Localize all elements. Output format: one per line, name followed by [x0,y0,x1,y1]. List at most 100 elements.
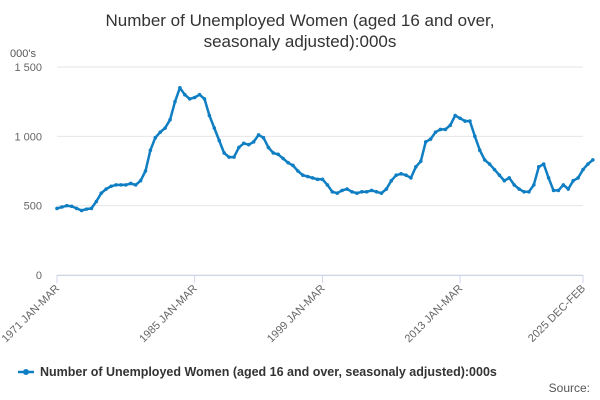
data-point [192,95,197,100]
data-point [325,183,330,187]
y-tick-label: 500 [24,201,42,213]
data-point [281,156,285,161]
data-point [355,191,359,195]
data-point [591,158,595,162]
data-point [114,183,118,187]
data-point [305,174,310,179]
data-point [581,167,585,172]
data-point [109,184,113,189]
data-point [374,190,379,194]
x-tick-label: 1985 JAN-MAR [137,283,200,346]
data-point [266,145,271,150]
data-point [187,97,192,101]
y-tick-label: 0 [36,270,42,282]
data-point [153,135,158,140]
data-point [128,181,133,186]
data-point [168,117,172,122]
data-point [94,199,99,204]
data-point [65,203,69,208]
data-point [143,169,148,173]
data-point [571,178,575,183]
data-point [84,207,89,211]
data-point [359,190,364,194]
data-point [379,191,384,195]
data-point [340,188,344,193]
data-point [79,208,84,213]
data-point [261,135,266,140]
data-point [291,163,295,168]
data-point [345,187,349,191]
data-point [389,178,394,183]
data-point [350,190,354,194]
data-point [246,142,251,147]
data-point [384,187,389,191]
legend-marker [23,369,29,375]
data-point [271,151,276,155]
data-point [202,97,207,101]
data-point [256,133,261,137]
data-point [428,137,433,141]
data-point [482,158,487,162]
data-point [536,165,541,169]
data-point [453,113,457,118]
data-point [468,119,472,123]
data-point [512,183,516,187]
data-point [532,183,536,187]
data-point [212,126,217,130]
data-point [576,176,580,180]
data-point [473,134,477,139]
data-point [99,191,104,195]
data-point [399,171,403,176]
data-point [242,141,246,146]
x-tick-label: 2013 JAN-MAR [403,283,466,346]
data-point [561,183,566,187]
data-point [423,140,428,144]
data-point [178,86,182,90]
data-point [69,204,74,209]
data-point [409,176,413,180]
data-point [89,206,94,211]
data-point [566,187,571,191]
data-point [556,188,561,193]
data-point [433,130,438,134]
data-point [232,155,236,159]
chart-title: seasonaly adjusted):000s [204,32,397,51]
data-point [335,191,340,195]
data-point [487,162,492,166]
data-point [541,162,546,166]
data-point [507,176,512,180]
data-point [448,123,453,128]
data-point [207,113,212,118]
data-point [104,187,108,191]
series-line [56,86,594,212]
data-point [60,205,64,209]
x-tick-label: 1971 JAN-MAR [0,283,62,346]
data-point [517,187,521,191]
data-point [551,188,556,193]
data-point [418,159,423,164]
data-point [320,177,325,182]
data-point [502,178,507,183]
data-point [527,190,531,194]
data-point [330,190,335,194]
data-point [463,119,467,123]
data-point [286,160,290,165]
data-point [183,92,187,97]
y-axis-label: 000's [10,48,36,60]
y-tick-label: 1 000 [14,131,42,143]
x-tick-label: 1999 JAN-MAR [265,283,328,346]
data-point [522,190,526,194]
data-point [74,206,79,211]
data-point [310,176,315,180]
data-point [173,99,177,104]
data-point [315,177,320,182]
data-point [148,148,153,152]
data-point [237,145,241,150]
y-tick-label: 1 500 [14,62,42,74]
data-point [300,173,305,177]
data-point [394,173,398,177]
data-point [227,155,231,159]
data-point [197,92,202,97]
data-point [55,206,59,211]
data-point [251,140,256,144]
